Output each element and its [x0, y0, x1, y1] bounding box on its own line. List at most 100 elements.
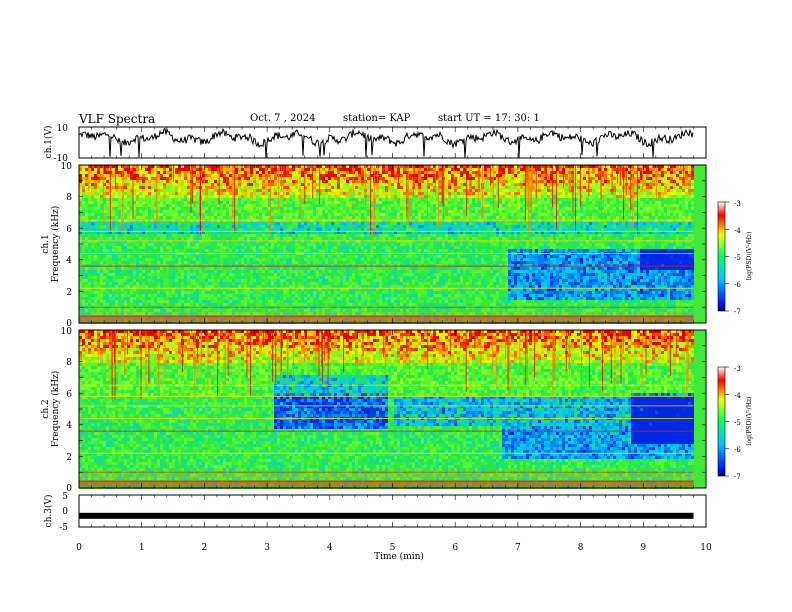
spectrogram-cell [187, 207, 190, 210]
spectrogram-cell [403, 171, 406, 174]
spectrogram-cell [286, 165, 289, 168]
spectrogram-cell [550, 192, 553, 195]
spectrogram-cell [175, 177, 178, 180]
spectrogram-cell [454, 228, 457, 231]
spectrogram-cell [229, 195, 232, 198]
spectrogram-cell [379, 204, 382, 207]
spectrogram-cell [508, 168, 511, 171]
spectrogram-cell [241, 174, 244, 177]
spectrogram-cell [478, 192, 481, 195]
spectrogram-cell [604, 183, 607, 186]
spectrogram-cell [601, 210, 604, 213]
spectrogram-cell [214, 225, 217, 228]
spectrogram-cell [664, 186, 667, 189]
spectrogram-cell [82, 210, 85, 213]
spectrogram-cell [625, 231, 628, 234]
spectrogram-cell [556, 228, 559, 231]
spectrogram-cell [181, 177, 184, 180]
spectrogram-cell [259, 234, 262, 237]
spectrogram-cell [679, 195, 682, 198]
ch1-waveform-series [78, 127, 694, 159]
spectrogram-cell [472, 225, 475, 228]
spectrogram-cell [253, 168, 256, 171]
spectrogram-cell [688, 231, 691, 234]
spectrogram-cell [223, 189, 226, 192]
spectrogram-cell [484, 192, 487, 195]
spectrogram-cell [364, 213, 367, 216]
spectrogram-cell [334, 189, 337, 192]
spectrogram-cell [646, 177, 649, 180]
spectrogram-cell [553, 228, 556, 231]
spectrogram-cell [145, 171, 148, 174]
spectrogram-cell [544, 171, 547, 174]
spectrogram-cell [445, 207, 448, 210]
spectrogram-cell [223, 177, 226, 180]
spectrogram-cell [361, 204, 364, 207]
spectrogram-cell [466, 234, 469, 237]
spectrogram-cell [616, 195, 619, 198]
spectrogram-cell [571, 195, 574, 198]
spectrogram-cell [400, 177, 403, 180]
spectrogram-cell [535, 213, 538, 216]
spectrogram-cell [619, 186, 622, 189]
spectrogram-cell [319, 231, 322, 234]
spectrogram-cell [670, 210, 673, 213]
spectrogram-cell [658, 186, 661, 189]
spectrogram-cell [79, 234, 82, 237]
spectrogram-cell [166, 207, 169, 210]
spectrogram-cell [424, 165, 427, 168]
spectrogram-cell [391, 204, 394, 207]
spectrogram-cell [355, 174, 358, 177]
spectrogram-cell [607, 174, 610, 177]
spectrogram-cell [661, 186, 664, 189]
spectrogram-cell [532, 165, 535, 168]
spectrogram-cell [403, 186, 406, 189]
spectrogram-cell [640, 213, 643, 216]
spectrogram-cell [337, 216, 340, 219]
spectrogram-cell [448, 204, 451, 207]
spectrogram-cell [562, 222, 565, 225]
spectrogram-cell [439, 231, 442, 234]
spectrogram-cell [571, 165, 574, 168]
spectrogram-cell [571, 210, 574, 213]
spectrogram-cell [187, 180, 190, 183]
spectrogram-cell [427, 165, 430, 168]
spectrogram-cell [529, 231, 532, 234]
spectrogram-cell [502, 174, 505, 177]
spectrogram-cell [337, 192, 340, 195]
spectrogram-cell [211, 186, 214, 189]
spectrogram-cell [484, 213, 487, 216]
spectrogram-cell [478, 216, 481, 219]
spectrogram-cell [178, 174, 181, 177]
spectrogram-cell [682, 198, 685, 201]
spectrogram-cell [505, 228, 508, 231]
spectrogram-cell [562, 231, 565, 234]
spectrogram-cell [523, 198, 526, 201]
spectrogram-cell [418, 228, 421, 231]
spectrogram-cell [523, 231, 526, 234]
spectrogram-cell [565, 183, 568, 186]
spectrogram-cell [133, 210, 136, 213]
spectrogram-cell [628, 216, 631, 219]
spectrogram-cell [91, 168, 94, 171]
spectrogram-cell [541, 216, 544, 219]
spectrogram-cell [487, 174, 490, 177]
spectrogram-cell [448, 231, 451, 234]
spectrogram-cell [322, 174, 325, 177]
spectrogram-cell [568, 216, 571, 219]
spectrogram-cell [367, 198, 370, 201]
spectrogram-cell [223, 183, 226, 186]
spectrogram-cell [598, 231, 601, 234]
spectrogram-cell [283, 171, 286, 174]
spectrogram-cell [691, 207, 694, 210]
spectrogram-cell [541, 231, 544, 234]
spectrogram-cell [196, 192, 199, 195]
spectrogram-cell [649, 192, 652, 195]
spectrogram-cell [286, 171, 289, 174]
spectrogram-cell [139, 189, 142, 192]
spectrogram-cell [394, 174, 397, 177]
spectrogram-cell [316, 186, 319, 189]
spectrogram-cell [379, 177, 382, 180]
spectrogram-cell [316, 228, 319, 231]
spectrogram-cell [103, 168, 106, 171]
